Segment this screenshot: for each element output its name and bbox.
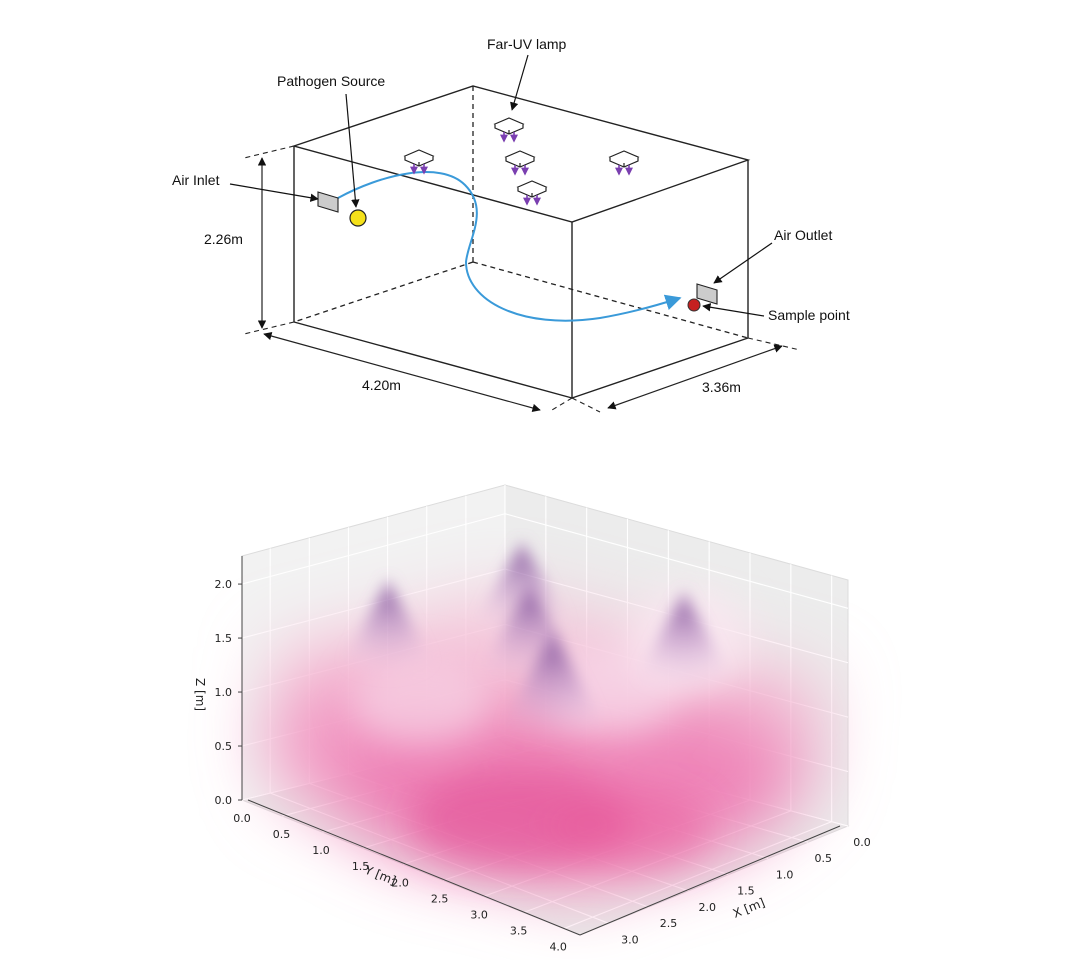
dimension-extension-lines	[243, 145, 801, 413]
z-axis-label: Z [m]	[193, 678, 207, 711]
z-gridline	[241, 568, 506, 639]
sample-point-label: Sample point	[768, 307, 850, 323]
width-dimension-label: 3.36m	[702, 379, 741, 395]
air-inlet-label: Air Inlet	[172, 172, 220, 188]
air-outlet-callout	[713, 242, 773, 284]
x-axis-label: X [m]	[731, 895, 767, 920]
y-tick-label: 3.5	[510, 925, 528, 938]
z-tick-label: 1.0	[215, 686, 233, 699]
room-diagram: Far-UV lamp Pathogen Source Air Inlet Ai…	[172, 36, 850, 413]
x-tick-label: 0.0	[853, 836, 871, 849]
far-uv-lamp-callout	[510, 54, 529, 111]
y-tick-label: 3.0	[470, 908, 488, 921]
sample-point-callout	[702, 303, 765, 317]
y-tick-label: 4.0	[549, 941, 567, 954]
far-uv-lamp-label: Far-UV lamp	[487, 36, 567, 52]
height-dimension-label: 2.26m	[204, 231, 243, 247]
air-outlet-label: Air Outlet	[774, 227, 832, 243]
y-tick-label: 1.0	[312, 844, 330, 857]
length-dimension-label: 4.20m	[362, 377, 401, 393]
x-tick-label: 1.5	[737, 885, 755, 898]
z-tick-label: 2.0	[215, 578, 233, 591]
y-axis-label: Y [m]	[362, 862, 398, 887]
y-tick-label: 0.0	[233, 812, 251, 825]
concentration-field	[260, 540, 830, 905]
plot-ticks: 0.0 0.5 1.0 1.5 2.0 0.0 0.5 1.0 1.5 2.0 2.5 3.0 3.5 4…	[215, 578, 871, 954]
air-inlet-callout	[229, 183, 319, 202]
pathogen-source-marker	[349, 209, 367, 227]
z-tick-label: 0.5	[215, 740, 233, 753]
x-tick-label: 0.5	[815, 852, 833, 865]
sample-point-marker	[687, 298, 701, 312]
x-tick-label: 1.0	[776, 868, 794, 881]
air-outlet-vent	[696, 283, 718, 305]
plot-axes	[241, 556, 841, 936]
callout-arrows	[229, 54, 773, 317]
x-tick-label: 2.0	[698, 901, 716, 914]
airflow-path	[337, 171, 682, 322]
y-tick-label: 1.5	[352, 860, 370, 873]
x-tick-label: 2.5	[660, 917, 678, 930]
pathogen-source-callout	[345, 93, 360, 208]
y-tick-label: 2.5	[431, 892, 449, 905]
y-gridline	[563, 821, 832, 930]
z-tick-label: 1.5	[215, 632, 233, 645]
width-dimension-arrow	[607, 344, 783, 410]
pathogen-source-label: Pathogen Source	[277, 73, 385, 89]
length-dimension-arrow	[263, 331, 541, 413]
x-tick-label: 3.0	[621, 933, 639, 946]
dimension-arrows	[257, 157, 783, 413]
z-tick-label: 0.0	[215, 794, 233, 807]
y-tick-label: 2.0	[391, 876, 409, 889]
y-tick-label: 0.5	[273, 828, 291, 841]
z-gridline	[241, 513, 506, 585]
